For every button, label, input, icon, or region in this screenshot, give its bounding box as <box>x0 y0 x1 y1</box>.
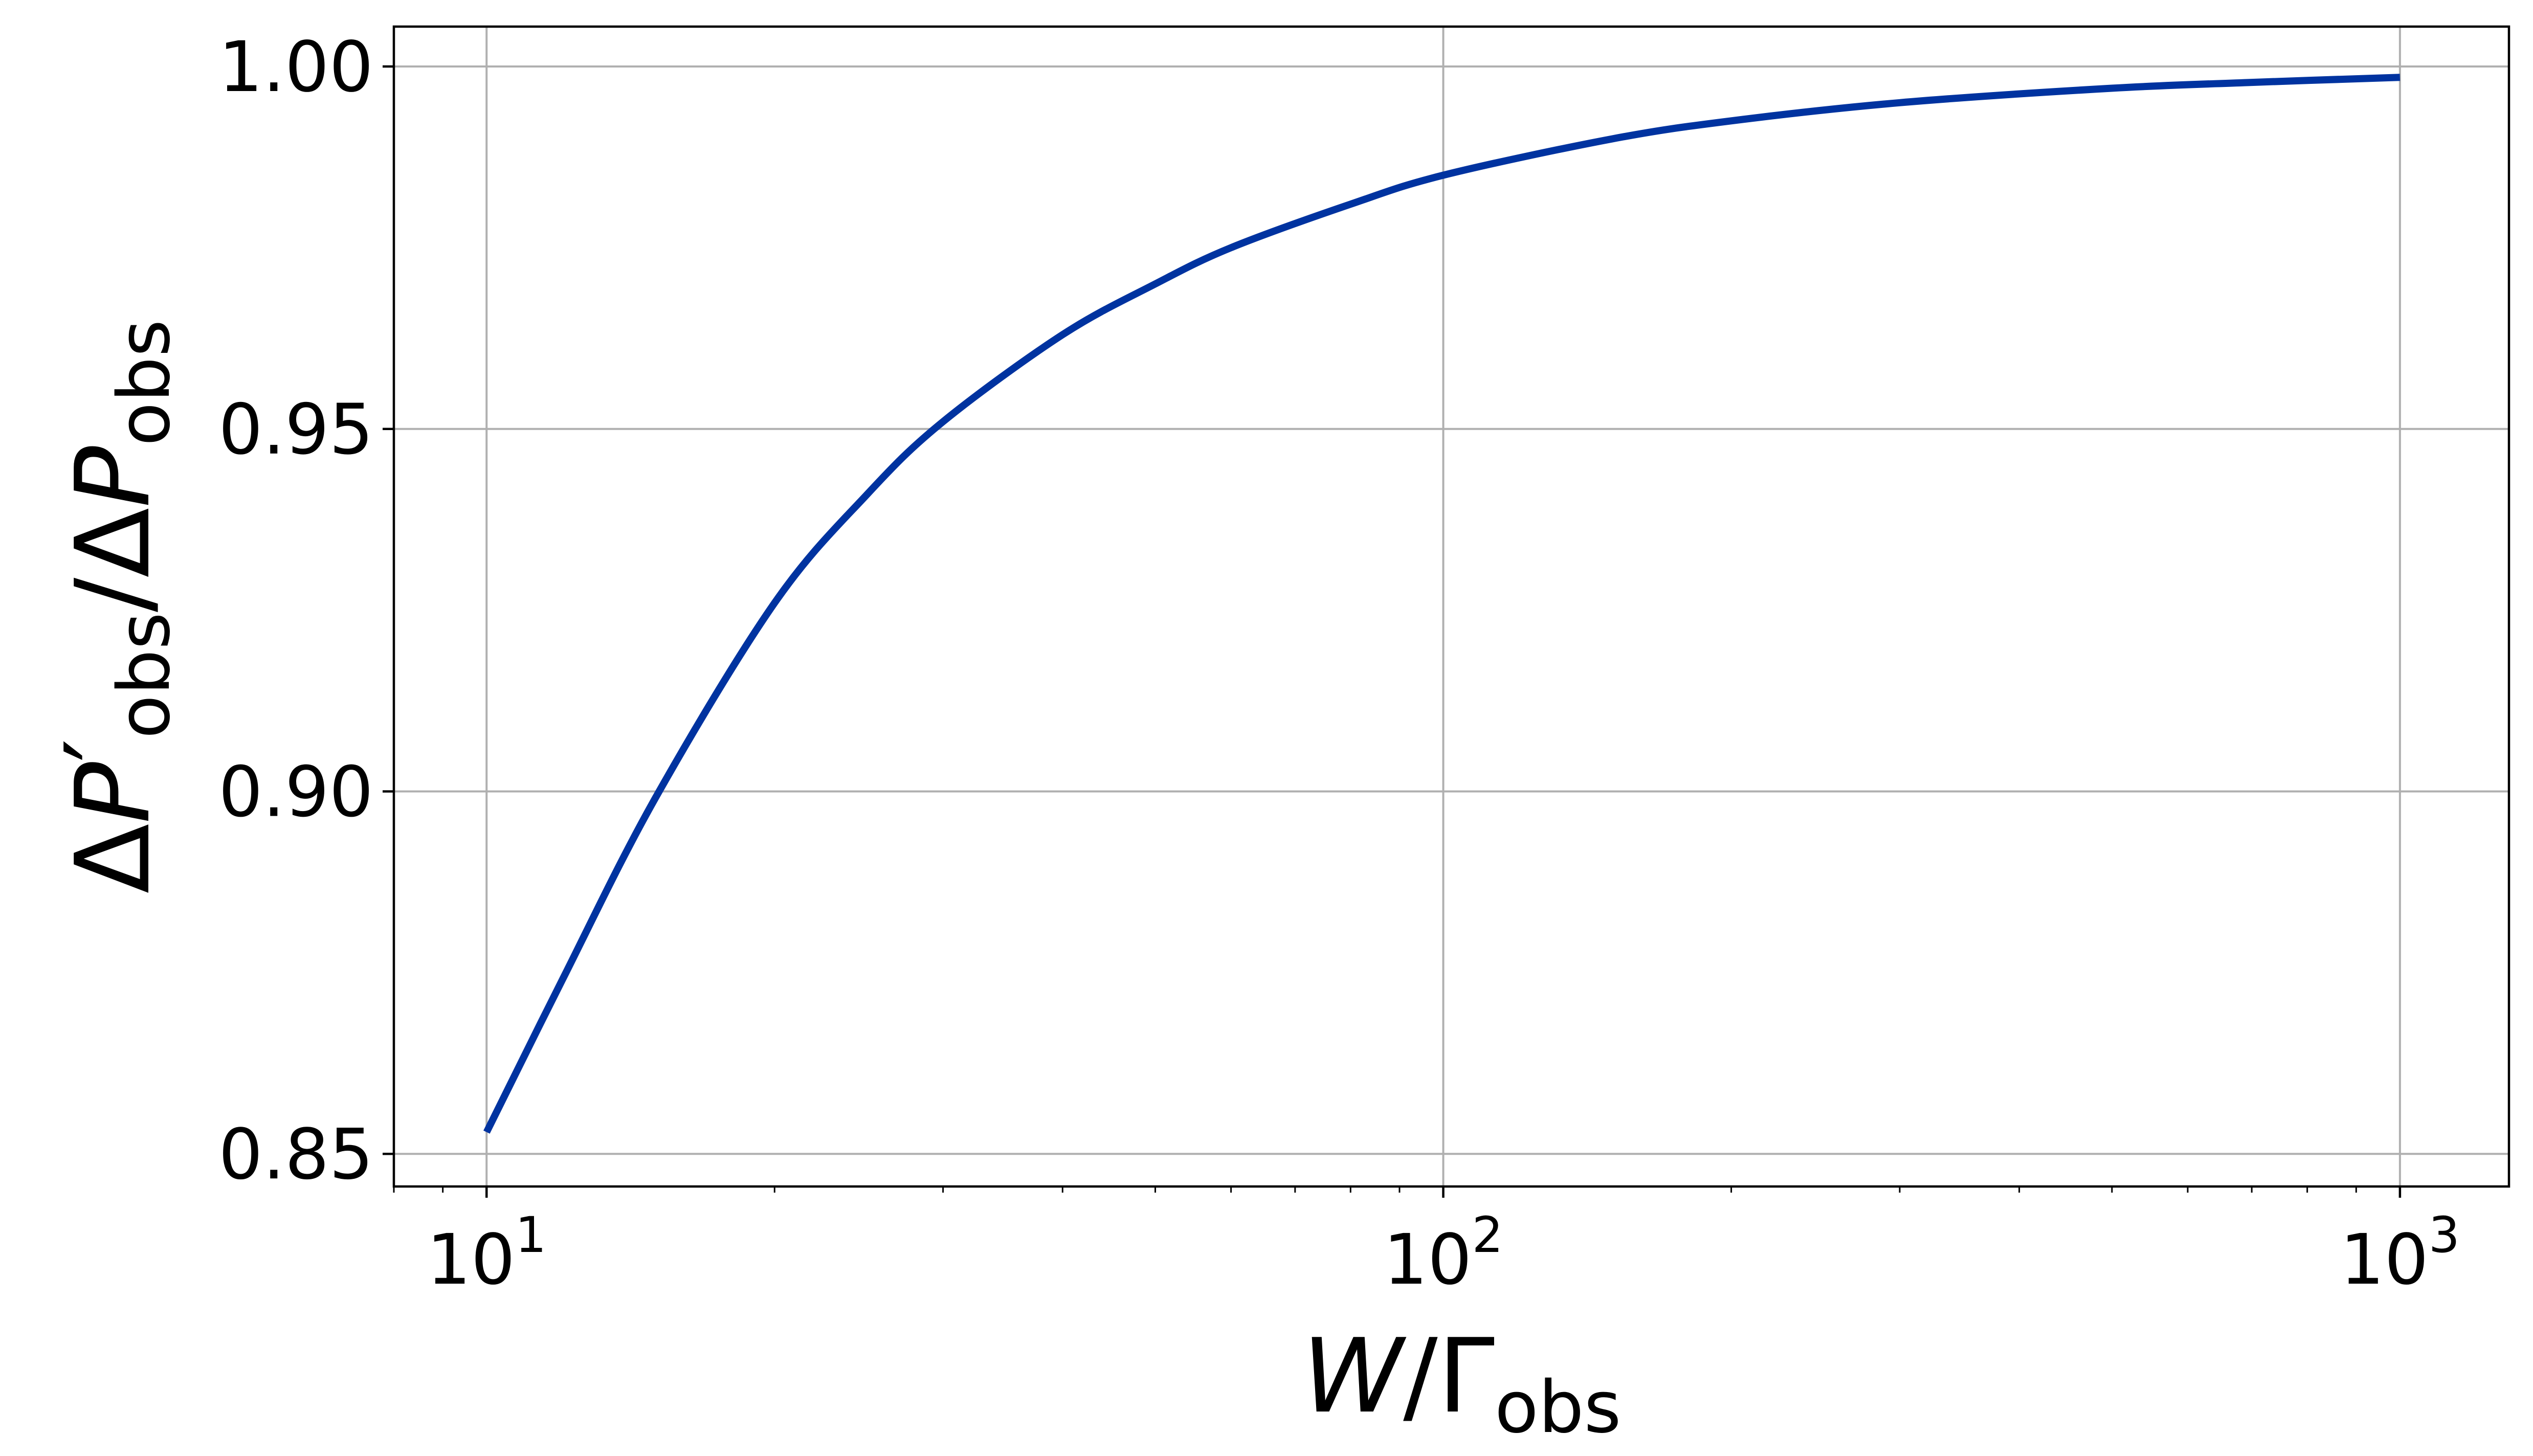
y-tick-label: 0.85 <box>218 1114 373 1195</box>
tick-layer: 0.85 0.90 0.95 1.00 101 102 103 <box>218 27 2460 1301</box>
x-tick-label: 101 <box>427 1206 546 1301</box>
y-tick-label: 1.00 <box>218 27 373 108</box>
y-tick-label: 0.90 <box>218 752 373 833</box>
series-layer <box>483 74 2401 1134</box>
x-tick-label: 102 <box>1384 1206 1503 1301</box>
y-axis-label: ΔP′obs/ΔPobs <box>43 320 186 894</box>
x-axis-label: W/Γobs <box>1302 1317 1621 1449</box>
series-line <box>483 74 2401 1134</box>
x-tick-label: 103 <box>2340 1206 2460 1301</box>
y-tick-label: 0.95 <box>218 390 373 471</box>
plot-frame <box>392 25 2510 1188</box>
grid-layer <box>394 27 2509 1186</box>
